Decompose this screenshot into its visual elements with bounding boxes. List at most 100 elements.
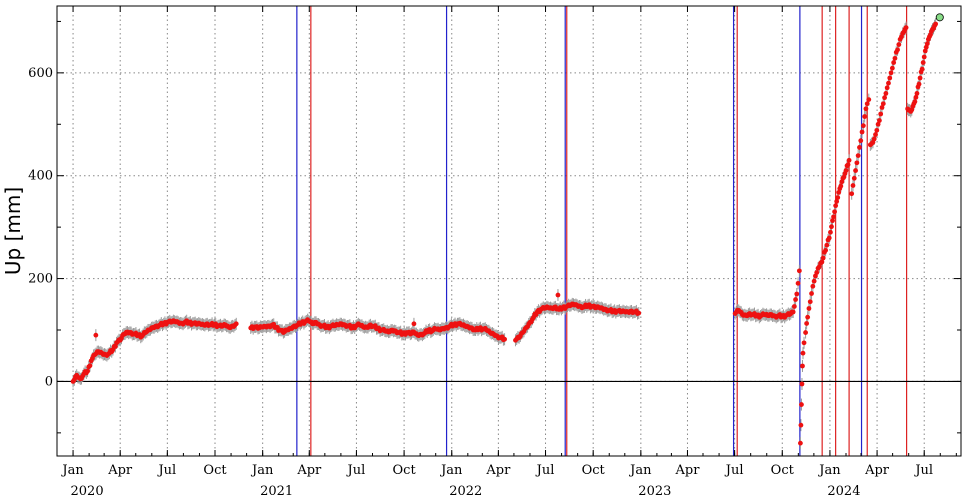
data-point [889, 65, 895, 71]
data-point [823, 247, 829, 253]
data-point [924, 41, 930, 47]
data-point [803, 330, 808, 335]
data-point [843, 168, 849, 173]
data-point [791, 304, 797, 309]
x-year-label: 2020 [71, 484, 104, 498]
data-point [855, 153, 861, 159]
data-point [850, 183, 856, 188]
data-point [922, 48, 928, 54]
x-tick-label: Apr [675, 463, 701, 478]
data-point [892, 55, 898, 61]
data-point [806, 306, 812, 311]
data-point [799, 402, 804, 407]
data-point [917, 75, 923, 81]
data-point [913, 94, 919, 100]
data-point [832, 209, 837, 215]
x-tick-label: Jan [250, 463, 274, 478]
x-year-label: 2022 [449, 484, 482, 498]
data-point [888, 70, 894, 76]
x-tick-label: Apr [107, 463, 133, 478]
data-point [801, 340, 807, 346]
data-point [880, 101, 886, 107]
data-point [807, 299, 813, 305]
data-point [914, 91, 920, 96]
data-point [85, 368, 90, 374]
data-point [884, 85, 890, 91]
x-tick-label: Jul [913, 463, 933, 478]
data-point [810, 283, 816, 289]
data-point [798, 422, 804, 428]
x-tick-label: Jul [724, 463, 744, 478]
y-tick-label: 200 [28, 272, 53, 287]
x-tick-label: Jan [817, 463, 841, 478]
data-point [834, 199, 840, 204]
x-tick-label: Apr [864, 463, 890, 478]
data-point [830, 218, 835, 224]
data-point [795, 280, 801, 286]
last-data-point [935, 13, 944, 22]
data-point [835, 195, 841, 201]
x-year-label: 2024 [827, 484, 860, 498]
data-point [833, 203, 839, 209]
data-point [895, 47, 900, 53]
data-point [849, 191, 855, 197]
data-point [882, 95, 887, 101]
x-tick-label: Jul [535, 463, 555, 478]
data-point [838, 183, 844, 189]
data-point [919, 66, 925, 72]
data-point [891, 60, 897, 65]
data-point [87, 363, 93, 369]
data-point [828, 229, 833, 235]
data-points-layer [70, 13, 944, 446]
data-point [805, 314, 811, 320]
y-tick-label: 0 [45, 374, 53, 389]
data-point [879, 105, 885, 110]
data-point [866, 97, 872, 102]
data-point [854, 160, 860, 166]
data-point [878, 111, 884, 117]
data-point [874, 127, 880, 133]
x-tick-label: Oct [771, 463, 795, 478]
x-tick-label: Jan [60, 463, 84, 478]
data-point [819, 259, 825, 265]
x-tick-label: Jul [156, 463, 176, 478]
data-point [826, 235, 832, 241]
data-point [799, 381, 805, 387]
data-point [811, 278, 817, 284]
x-tick-label: Apr [485, 463, 511, 478]
y-tick-label: 600 [28, 66, 53, 81]
data-point [814, 270, 820, 276]
x-year-label: 2021 [260, 484, 293, 498]
data-point [800, 363, 805, 369]
y-tick-label: 400 [28, 169, 53, 184]
x-tick-label: Jan [439, 463, 463, 478]
data-point [933, 21, 939, 27]
data-point [836, 189, 842, 195]
y-axis-title: Up [mm] [1, 187, 25, 275]
x-tick-label: Oct [203, 463, 227, 478]
data-point [886, 80, 891, 86]
data-point [916, 81, 922, 87]
data-point [860, 123, 866, 129]
data-point [887, 75, 893, 81]
data-point [851, 175, 857, 181]
data-point [853, 168, 858, 173]
data-point [863, 106, 869, 112]
data-point [112, 344, 118, 349]
data-point [824, 242, 830, 248]
x-tick-label: Jul [346, 463, 366, 478]
data-point [555, 292, 561, 298]
data-point [820, 255, 826, 261]
data-point [883, 91, 889, 96]
x-tick-label: Oct [393, 463, 417, 478]
data-point [809, 291, 814, 296]
data-point [920, 60, 926, 65]
x-tick-label: Jan [628, 463, 652, 478]
data-point [636, 310, 642, 316]
x-tick-label: Apr [296, 463, 322, 478]
data-point [862, 114, 868, 119]
labels-layer: Jan Apr Jul Oct Jan Apr Jul Oct Jan Apr Jul Oct Jan A… [28, 66, 933, 498]
plot-frame [56, 5, 962, 457]
data-point [233, 321, 239, 327]
